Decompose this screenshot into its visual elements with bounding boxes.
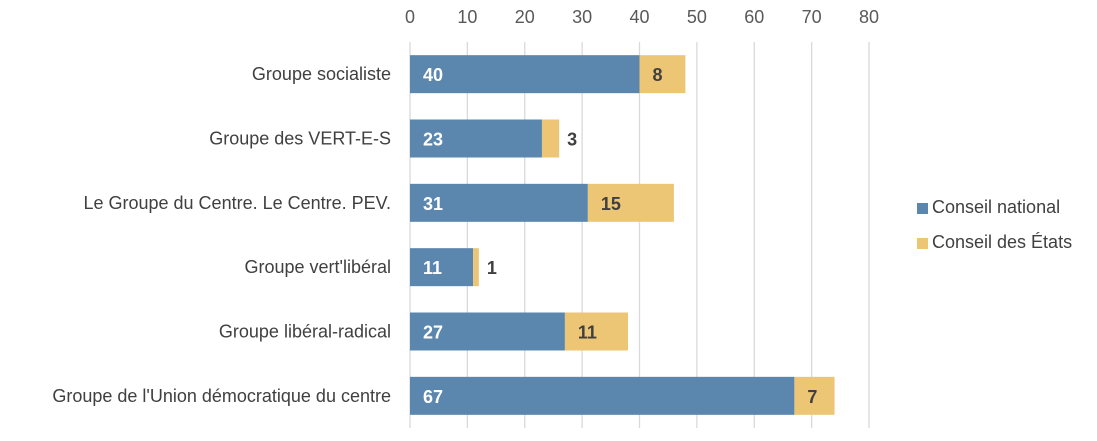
data-label: 15 xyxy=(601,194,621,214)
data-label: 27 xyxy=(423,323,443,343)
bar-segment-conseil-des-etats xyxy=(794,376,835,415)
gridlines xyxy=(409,42,870,428)
data-label: 11 xyxy=(578,323,597,343)
x-tick-label-70: 70 xyxy=(802,7,822,27)
category-label: Groupe socialiste xyxy=(252,64,391,84)
data-label: 7 xyxy=(807,387,817,407)
x-tick-label-80: 80 xyxy=(859,7,879,27)
bar-segment-conseil-national xyxy=(410,55,640,94)
bar-segment-conseil-des-etats xyxy=(541,119,560,158)
bar-segment-conseil-des-etats xyxy=(587,183,674,222)
bar-segment-conseil-national xyxy=(410,248,474,287)
x-tick-label-40: 40 xyxy=(629,7,649,27)
legend-swatch-1 xyxy=(917,238,928,249)
x-axis-tick-labels: 0 10 20 30 40 50 60 70 80 xyxy=(405,7,879,27)
x-tick-label-50: 50 xyxy=(687,7,707,27)
data-label: 11 xyxy=(423,258,442,278)
data-label: 31 xyxy=(423,194,443,214)
category-label: Groupe vert'libéral xyxy=(244,257,391,277)
x-tick-label-10: 10 xyxy=(457,7,477,27)
bars xyxy=(410,55,835,415)
x-tick-label-0: 0 xyxy=(405,7,415,27)
data-label: 23 xyxy=(423,130,443,150)
bar-segment-conseil-des-etats xyxy=(639,55,686,94)
legend: Conseil national Conseil des États xyxy=(917,197,1072,252)
category-label: Le Groupe du Centre. Le Centre. PEV. xyxy=(83,193,391,213)
data-label: 3 xyxy=(567,130,577,150)
data-label: 67 xyxy=(423,387,443,407)
x-tick-label-30: 30 xyxy=(572,7,592,27)
x-tick-label-60: 60 xyxy=(744,7,764,27)
bar-segment-conseil-national xyxy=(410,183,588,222)
data-label: 8 xyxy=(653,65,663,85)
x-tick-label-20: 20 xyxy=(515,7,535,27)
data-label: 1 xyxy=(487,258,497,278)
bar-segment-conseil-national xyxy=(410,119,542,158)
bar-segment-conseil-national xyxy=(410,376,795,415)
legend-label-1: Conseil des États xyxy=(932,232,1072,252)
bar-segment-conseil-des-etats xyxy=(473,248,479,287)
category-label: Groupe libéral-radical xyxy=(219,322,391,342)
legend-swatch-0 xyxy=(917,203,928,214)
bar-segment-conseil-national xyxy=(410,312,565,351)
bar-segment-conseil-des-etats xyxy=(564,312,629,351)
category-label: Groupe de l'Union démocratique du centre xyxy=(52,386,391,406)
data-label: 40 xyxy=(423,65,443,85)
legend-label-0: Conseil national xyxy=(932,197,1060,217)
category-labels: Groupe socialiste Groupe des VERT-E-S Le G… xyxy=(52,64,391,406)
category-label: Groupe des VERT-E-S xyxy=(209,129,391,149)
